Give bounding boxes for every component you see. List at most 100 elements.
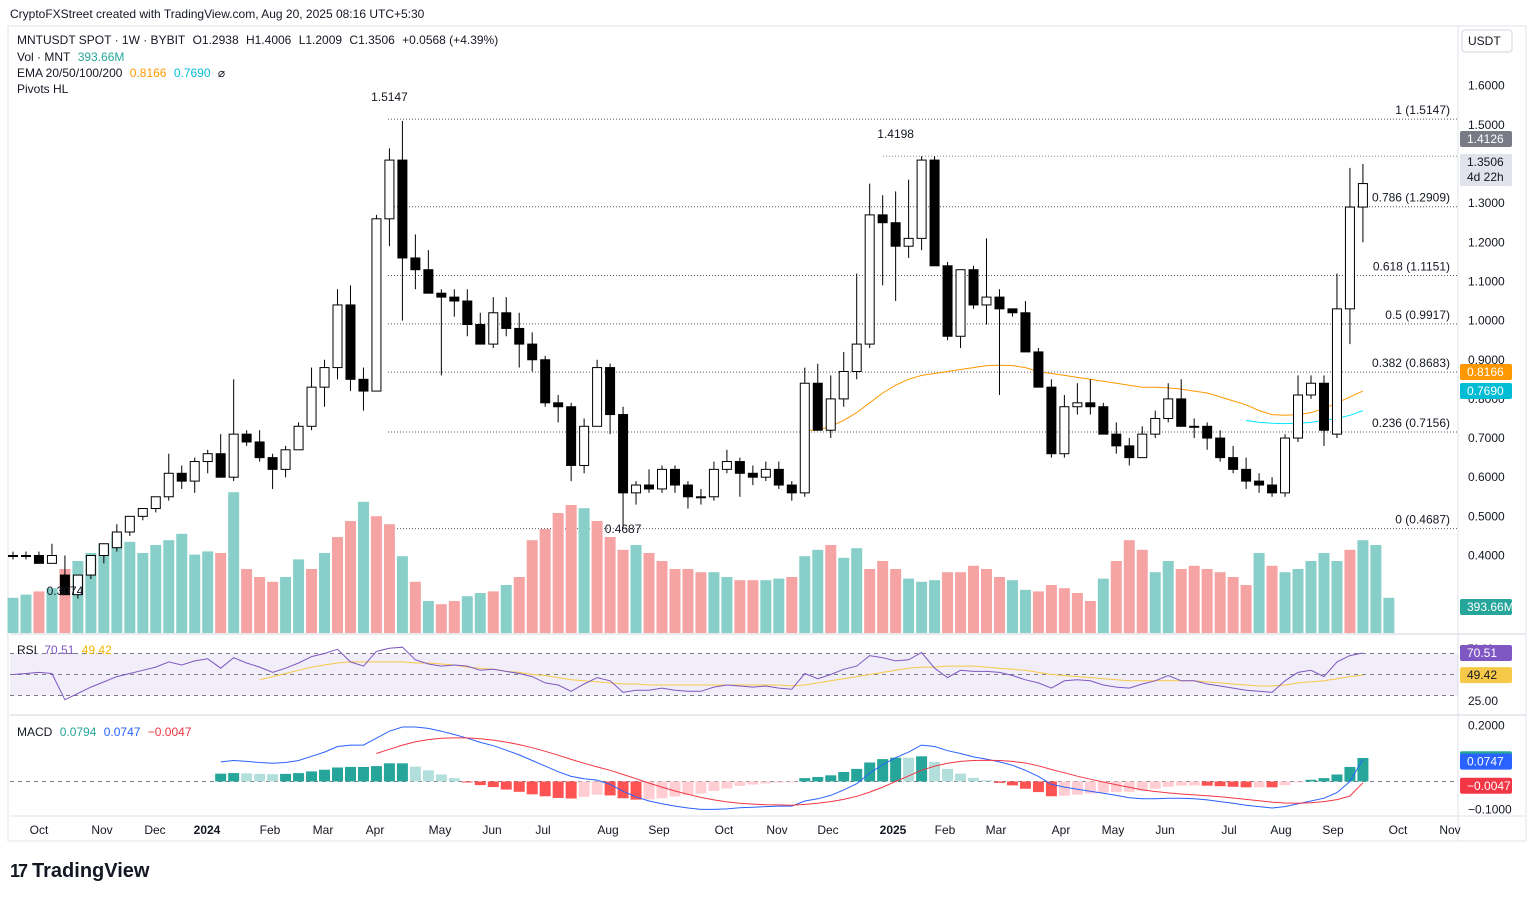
ema2-badge: 0.7690 — [1467, 384, 1504, 398]
volume-bar — [1084, 601, 1096, 633]
volume-bar — [773, 578, 785, 633]
candle-body — [695, 496, 706, 499]
candle-body — [1228, 457, 1239, 470]
macd-histogram-bar — [474, 781, 486, 786]
ohlc-low: L1.2009 — [298, 33, 343, 47]
volume-bar — [981, 569, 992, 633]
candle-body — [1046, 386, 1057, 455]
macd-histogram-bar — [890, 757, 902, 782]
volume-bar — [7, 597, 19, 633]
candle-body — [202, 453, 213, 463]
macd-histogram-bar — [669, 781, 681, 797]
candle-body — [747, 472, 758, 478]
time-axis-label: Sep — [1322, 823, 1344, 837]
volume-bar — [968, 565, 980, 633]
rsi-ma-badge-bg — [1460, 667, 1512, 684]
tradingview-logo[interactable]: 17 TradingView — [10, 860, 149, 883]
fib-level-label: 0.786 (1.2909) — [1372, 191, 1450, 205]
volume-bar — [708, 572, 720, 633]
candle-body — [1254, 480, 1265, 486]
volume-bar — [1149, 572, 1161, 633]
time-axis-label: Feb — [935, 823, 956, 837]
price-tick-label: 0.7000 — [1468, 431, 1505, 445]
macd-histogram-bar — [1279, 781, 1291, 786]
macd-histogram-bar — [864, 762, 876, 782]
macd-histogram-bar — [682, 781, 694, 796]
candle-body — [33, 555, 44, 564]
volume-bar — [604, 537, 616, 633]
macd-histogram-bar — [1214, 781, 1226, 787]
volume-bar — [1006, 580, 1018, 633]
volume-bar — [370, 516, 382, 633]
rsi-line — [12, 646, 1363, 701]
price-tick-label: 1.5000 — [1468, 118, 1505, 132]
macd-histogram-bar — [1032, 781, 1044, 793]
macd-histogram-bar — [617, 781, 629, 799]
tradingview-wordmark: TradingView — [32, 860, 150, 882]
volume-bar — [578, 508, 590, 633]
time-axis-label: Apr — [366, 823, 385, 837]
candle-body — [176, 472, 187, 482]
volume-bar — [656, 561, 668, 633]
time-axis-label: 2025 — [880, 823, 907, 837]
candle-body — [1202, 425, 1213, 439]
macd-histogram-bar — [1201, 781, 1213, 786]
macd-legend: MACD 0.0794 0.0747 −0.0047 — [17, 725, 196, 739]
macd-histogram-bar — [1253, 781, 1265, 788]
volume-bar — [993, 577, 1005, 633]
candle-body — [877, 214, 888, 224]
time-axis-label: Apr — [1052, 823, 1071, 837]
macd-histogram-bar — [877, 759, 889, 782]
macd-histogram-bar — [1305, 779, 1317, 782]
hide-icon[interactable]: ⌀ — [217, 66, 226, 80]
volume-bar — [396, 556, 408, 633]
candle-body — [825, 398, 836, 431]
macd-histogram-bar — [513, 781, 525, 792]
volume-legend: Vol · MNT 393.66M — [17, 50, 128, 64]
macd-histogram-bar — [1344, 766, 1356, 782]
pivot-label: 0.4687 — [605, 522, 642, 536]
time-axis-label: Oct — [715, 823, 734, 837]
macd-histogram-bar — [1175, 781, 1187, 786]
volume-bar — [552, 513, 564, 633]
pivot-label: 1.5147 — [371, 90, 408, 104]
volume-bar — [838, 557, 850, 633]
macd-histogram-bar — [721, 781, 733, 789]
volume-bar — [565, 505, 577, 633]
time-axis-label: Oct — [30, 823, 49, 837]
candle-body — [1085, 402, 1096, 408]
candle-body — [903, 237, 914, 247]
price-tick-label: 0.5000 — [1468, 509, 1505, 523]
time-axis-label: Mar — [313, 823, 334, 837]
candle-body — [1176, 398, 1187, 427]
candle-body — [189, 461, 200, 482]
volume-bar — [955, 572, 967, 633]
volume-bar — [383, 524, 395, 633]
volume-bar — [643, 553, 655, 633]
volume-bar — [513, 577, 525, 633]
pivot-label: 0.3074 — [47, 584, 84, 598]
volume-bar — [1253, 553, 1265, 633]
volume-bar — [1214, 572, 1226, 633]
volume-bar — [942, 572, 954, 633]
candle-body — [98, 543, 109, 557]
candle-body — [929, 159, 940, 267]
candle-body — [1293, 394, 1304, 439]
candle-body — [605, 367, 616, 416]
price-tick-label: 1.3000 — [1468, 196, 1505, 210]
volume-value: 393.66M — [77, 50, 125, 64]
macd-histogram-bar — [760, 781, 772, 784]
volume-bar — [98, 543, 110, 633]
volume-bar — [864, 569, 876, 633]
macd-histogram-bar — [357, 766, 369, 782]
candle-body — [942, 265, 953, 337]
macd-line — [220, 726, 1364, 810]
candle-body — [423, 269, 434, 294]
volume-bar — [215, 553, 227, 633]
candle-body — [864, 214, 875, 345]
candle-body — [773, 468, 784, 486]
volume-bar — [422, 601, 434, 633]
candle-body — [462, 300, 473, 326]
macd-histogram-bar — [500, 781, 512, 790]
